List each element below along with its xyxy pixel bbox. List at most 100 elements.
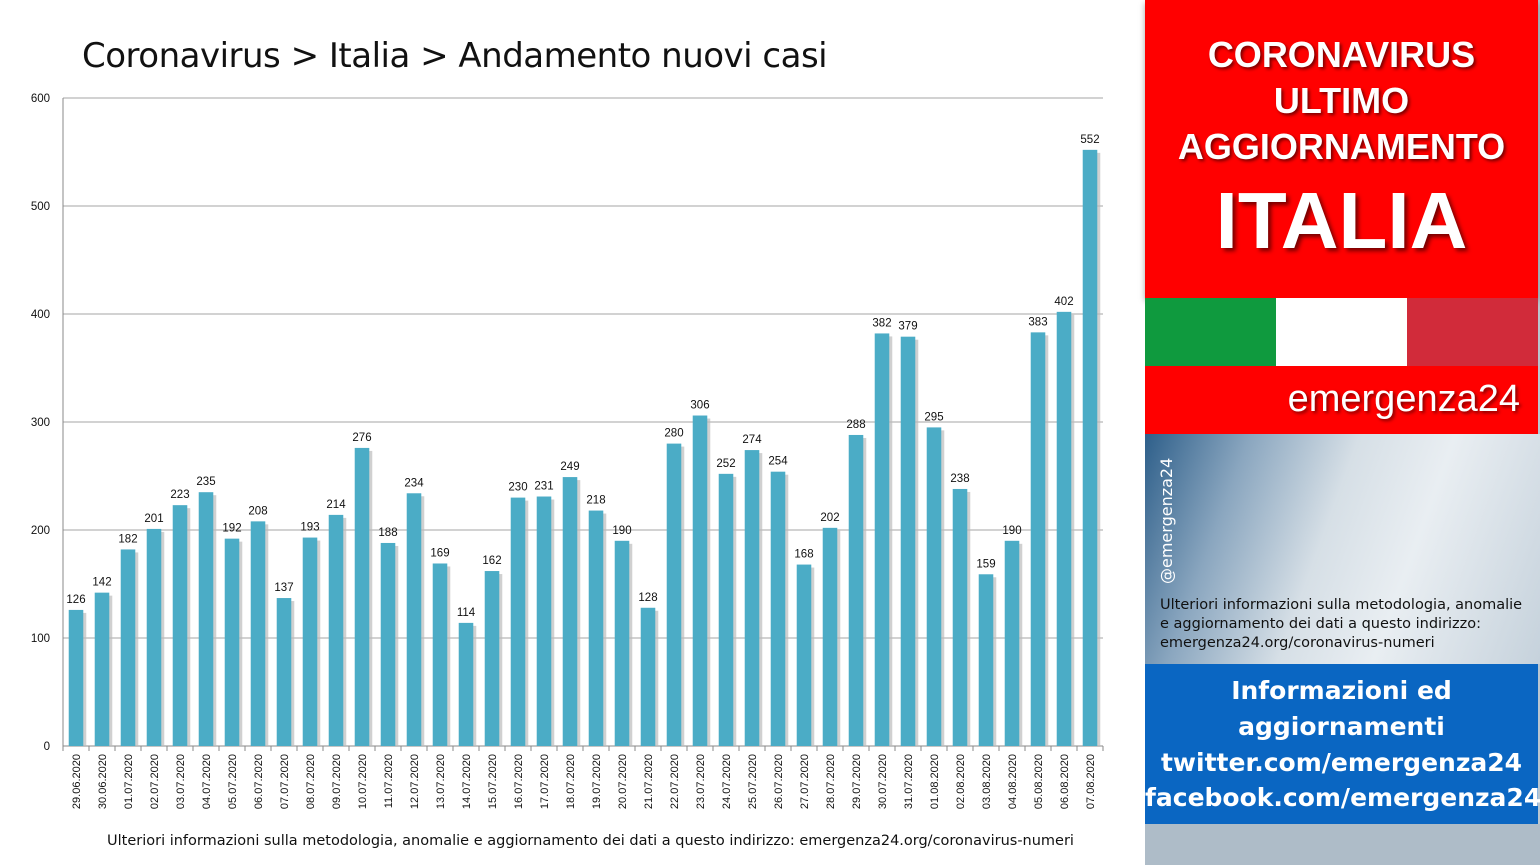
x-tick-label: 03.08.2020 [981, 754, 993, 809]
data-label: 114 [457, 607, 476, 619]
x-tick-label: 25.07.2020 [747, 754, 759, 809]
flag-white-band [1276, 298, 1407, 366]
y-tick-label: 400 [31, 309, 50, 321]
data-label: 288 [846, 419, 865, 431]
data-label: 137 [274, 582, 293, 594]
bar [276, 598, 292, 746]
bar-chart: 0 100 200 300 400 500 600 126 29.06.2020 142 30.06… [31, 93, 1104, 809]
twitter-handle: @emergenza24 [1157, 457, 1176, 584]
bar [432, 563, 448, 746]
data-label: 235 [196, 476, 215, 488]
chart-footer-note: Ulteriori informazioni sulla metodologia… [107, 833, 1074, 849]
bar [978, 574, 994, 746]
data-label: 208 [248, 505, 267, 517]
brand-name: emergenza24 [1287, 378, 1520, 420]
bar [68, 609, 84, 746]
bar [146, 528, 162, 746]
methodology-note: Ulteriori informazioni sulla metodologia… [1160, 596, 1532, 653]
x-tick-label: 05.08.2020 [1033, 754, 1045, 809]
x-tick-label: 16.07.2020 [513, 754, 525, 809]
data-label: 214 [326, 499, 346, 511]
bar [484, 571, 500, 746]
x-tick-label: 12.07.2020 [409, 754, 421, 809]
data-label: 142 [92, 577, 111, 589]
bar [510, 497, 526, 746]
bar [614, 540, 630, 746]
x-tick-label: 04.08.2020 [1007, 754, 1019, 809]
bar [94, 592, 110, 746]
x-tick-label: 08.07.2020 [305, 754, 317, 809]
bar [744, 450, 760, 746]
data-label: 402 [1054, 296, 1073, 308]
x-tick-label: 09.07.2020 [331, 754, 343, 809]
bar [900, 336, 916, 746]
data-label: 254 [768, 456, 788, 468]
y-tick-label: 200 [31, 525, 50, 537]
data-label: 249 [560, 461, 579, 473]
y-tick-label: 300 [31, 417, 50, 429]
x-tick-label: 22.07.2020 [669, 754, 681, 809]
data-label: 193 [300, 522, 319, 534]
data-label: 201 [144, 513, 163, 525]
bar [562, 477, 578, 746]
bar [1004, 540, 1020, 746]
data-label: 231 [534, 481, 553, 493]
x-tick-label: 18.07.2020 [565, 754, 577, 809]
data-label: 190 [612, 525, 631, 537]
bar [328, 514, 344, 746]
x-tick-label: 20.07.2020 [617, 754, 629, 809]
x-tick-label: 14.07.2020 [461, 754, 473, 809]
bar [198, 492, 214, 746]
x-tick-label: 07.07.2020 [279, 754, 291, 809]
x-tick-label: 27.07.2020 [799, 754, 811, 809]
data-label: 126 [66, 594, 85, 606]
x-tick-label: 02.08.2020 [955, 754, 967, 809]
bar [848, 434, 864, 746]
bar [224, 538, 240, 746]
y-tick-label: 600 [31, 93, 50, 105]
x-tick-label: 26.07.2020 [773, 754, 785, 809]
banner-line-3: AGGIORNAMENTO [1177, 126, 1506, 167]
data-label: 190 [1002, 525, 1021, 537]
banner-line-2: ULTIMO [1273, 80, 1410, 121]
data-label: 182 [118, 533, 137, 545]
bar [406, 493, 422, 746]
data-label: 280 [664, 428, 683, 440]
data-label: 218 [586, 495, 605, 507]
x-tick-label: 24.07.2020 [721, 754, 733, 809]
x-tick-label: 06.08.2020 [1059, 754, 1071, 809]
bar [120, 549, 136, 746]
x-tick-label: 13.07.2020 [435, 754, 447, 809]
info-box: Informazioni ed aggiornamenti twitter.co… [1145, 664, 1540, 824]
bar [770, 471, 786, 746]
bar [172, 505, 188, 746]
data-label: 252 [716, 458, 735, 470]
x-tick-label: 04.07.2020 [201, 754, 213, 809]
data-label: 128 [638, 592, 657, 604]
y-tick-label: 0 [44, 741, 50, 753]
bar [952, 488, 968, 746]
data-label: 383 [1028, 316, 1047, 328]
data-label: 238 [950, 473, 969, 485]
bar [874, 333, 890, 746]
brand-bar: emergenza24 [1145, 366, 1538, 434]
update-banner: CORONAVIRUS ULTIMO AGGIORNAMENTO ITALIA [1145, 0, 1538, 298]
x-tick-label: 29.06.2020 [71, 754, 83, 809]
banner-line-1: CORONAVIRUS [1207, 34, 1476, 75]
chart-area: Coronavirus > Italia > Andamento nuovi c… [30, 36, 1104, 849]
x-tick-label: 05.07.2020 [227, 754, 239, 809]
data-label: 379 [898, 321, 917, 333]
bar [1056, 311, 1072, 746]
x-tick-label: 07.08.2020 [1085, 754, 1097, 809]
facebook-link[interactable]: facebook.com/emergenza24 [1145, 783, 1540, 812]
info-line-2: aggiornamenti [1238, 712, 1445, 741]
italian-flag [1145, 298, 1538, 366]
x-tick-label: 23.07.2020 [695, 754, 707, 809]
twitter-link[interactable]: twitter.com/emergenza24 [1160, 748, 1523, 777]
bar [380, 542, 396, 746]
bar [250, 521, 266, 746]
bar [354, 447, 370, 746]
x-tick-label: 06.07.2020 [253, 754, 265, 809]
x-tick-label: 31.07.2020 [903, 754, 915, 809]
x-tick-label: 03.07.2020 [175, 754, 187, 809]
